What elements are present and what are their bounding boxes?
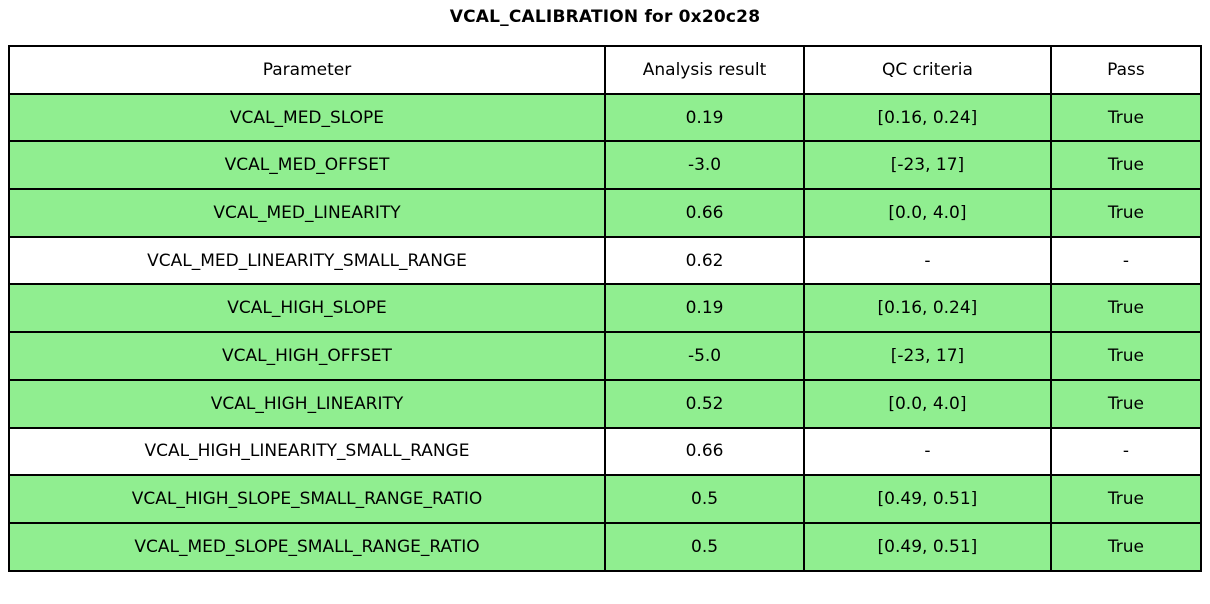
parameter-cell: VCAL_HIGH_LINEARITY — [8, 378, 606, 429]
analysis-result-cell: 0.5 — [603, 521, 806, 572]
qc-table-body: VCAL_MED_SLOPE 0.19 [0.16, 0.24] True VCAL_M… — [8, 92, 1203, 572]
pass-cell: - — [1049, 426, 1203, 477]
pass-cell: True — [1049, 474, 1203, 524]
analysis-result-cell: -5.0 — [603, 331, 806, 381]
analysis-result-cell: 0.19 — [603, 92, 806, 143]
table-row: VCAL_MED_LINEARITY 0.66 [0.0, 4.0] True — [8, 188, 1203, 238]
parameter-cell: VCAL_HIGH_OFFSET — [8, 331, 606, 381]
pass-cell: True — [1049, 188, 1203, 238]
column-header-qc-criteria: QC criteria — [803, 45, 1052, 95]
table-row: VCAL_HIGH_OFFSET -5.0 [-23, 17] True — [8, 331, 1203, 381]
table-row: VCAL_MED_OFFSET -3.0 [-23, 17] True — [8, 140, 1203, 191]
qc-criteria-cell: [0.16, 0.24] — [803, 283, 1052, 334]
analysis-result-cell: 0.5 — [603, 474, 806, 524]
header-row: Parameter Analysis result QC criteria Pa… — [8, 45, 1203, 95]
analysis-result-cell: 0.19 — [603, 283, 806, 334]
pass-cell: True — [1049, 521, 1203, 572]
pass-cell: True — [1049, 378, 1203, 429]
analysis-result-cell: -3.0 — [603, 140, 806, 191]
table-row: VCAL_HIGH_SLOPE 0.19 [0.16, 0.24] True — [8, 283, 1203, 334]
table-row: VCAL_HIGH_LINEARITY_SMALL_RANGE 0.66- - — [8, 426, 1203, 477]
analysis-result-cell: 0.66 — [603, 188, 806, 238]
parameter-cell: VCAL_MED_LINEARITY_SMALL_RANGE — [8, 235, 606, 286]
pass-cell: - — [1049, 235, 1203, 286]
parameter-cell: VCAL_MED_OFFSET — [8, 140, 606, 191]
parameter-cell: VCAL_HIGH_LINEARITY_SMALL_RANGE — [8, 426, 606, 477]
analysis-result-cell: 0.62 — [603, 235, 806, 286]
parameter-cell: VCAL_HIGH_SLOPE_SMALL_RANGE_RATIO — [8, 474, 606, 524]
pass-cell: True — [1049, 331, 1203, 381]
parameter-cell: VCAL_MED_SLOPE — [8, 92, 606, 143]
analysis-result-cell: 0.52 — [603, 378, 806, 429]
qc-criteria-cell: [0.0, 4.0] — [803, 188, 1052, 238]
pass-cell: True — [1049, 92, 1203, 143]
column-header-parameter: Parameter — [8, 45, 606, 95]
analysis-result-cell: 0.66 — [603, 426, 806, 477]
table-row: VCAL_HIGH_SLOPE_SMALL_RANGE_RATIO 0.5 [0.4… — [8, 474, 1203, 524]
pass-cell: True — [1049, 140, 1203, 191]
qc-criteria-cell: - — [803, 426, 1052, 477]
qc-criteria-cell: [0.49, 0.51] — [803, 521, 1052, 572]
qc-criteria-cell: [0.0, 4.0] — [803, 378, 1052, 429]
qc-criteria-table: Parameter Analysis result QC criteria Pa… — [8, 45, 1203, 572]
qc-criteria-cell: [0.49, 0.51] — [803, 474, 1052, 524]
table-header: Parameter Analysis result QC criteria Pa… — [8, 45, 1203, 95]
table-row: VCAL_MED_SLOPE 0.19 [0.16, 0.24] True — [8, 92, 1203, 143]
table-row: VCAL_MED_SLOPE_SMALL_RANGE_RATIO 0.5 [0.49… — [8, 521, 1203, 572]
table-row: VCAL_MED_LINEARITY_SMALL_RANGE 0.62- - — [8, 235, 1203, 286]
qc-criteria-cell: - — [803, 235, 1052, 286]
qc-criteria-cell: [-23, 17] — [803, 140, 1052, 191]
figure-title: VCAL_CALIBRATION for 0x20c28 — [449, 7, 761, 27]
column-header-analysis-result: Analysis result — [603, 45, 806, 95]
parameter-cell: VCAL_MED_LINEARITY — [8, 188, 606, 238]
table-row: VCAL_HIGH_LINEARITY 0.52 [0.0, 4.0] True — [8, 378, 1203, 429]
qc-criteria-cell: [-23, 17] — [803, 331, 1052, 381]
column-header-pass: Pass — [1049, 45, 1203, 95]
pass-cell: True — [1049, 283, 1203, 334]
parameter-cell: VCAL_MED_SLOPE_SMALL_RANGE_RATIO — [8, 521, 606, 572]
parameter-cell: VCAL_HIGH_SLOPE — [8, 283, 606, 334]
qc-criteria-cell: [0.16, 0.24] — [803, 92, 1052, 143]
